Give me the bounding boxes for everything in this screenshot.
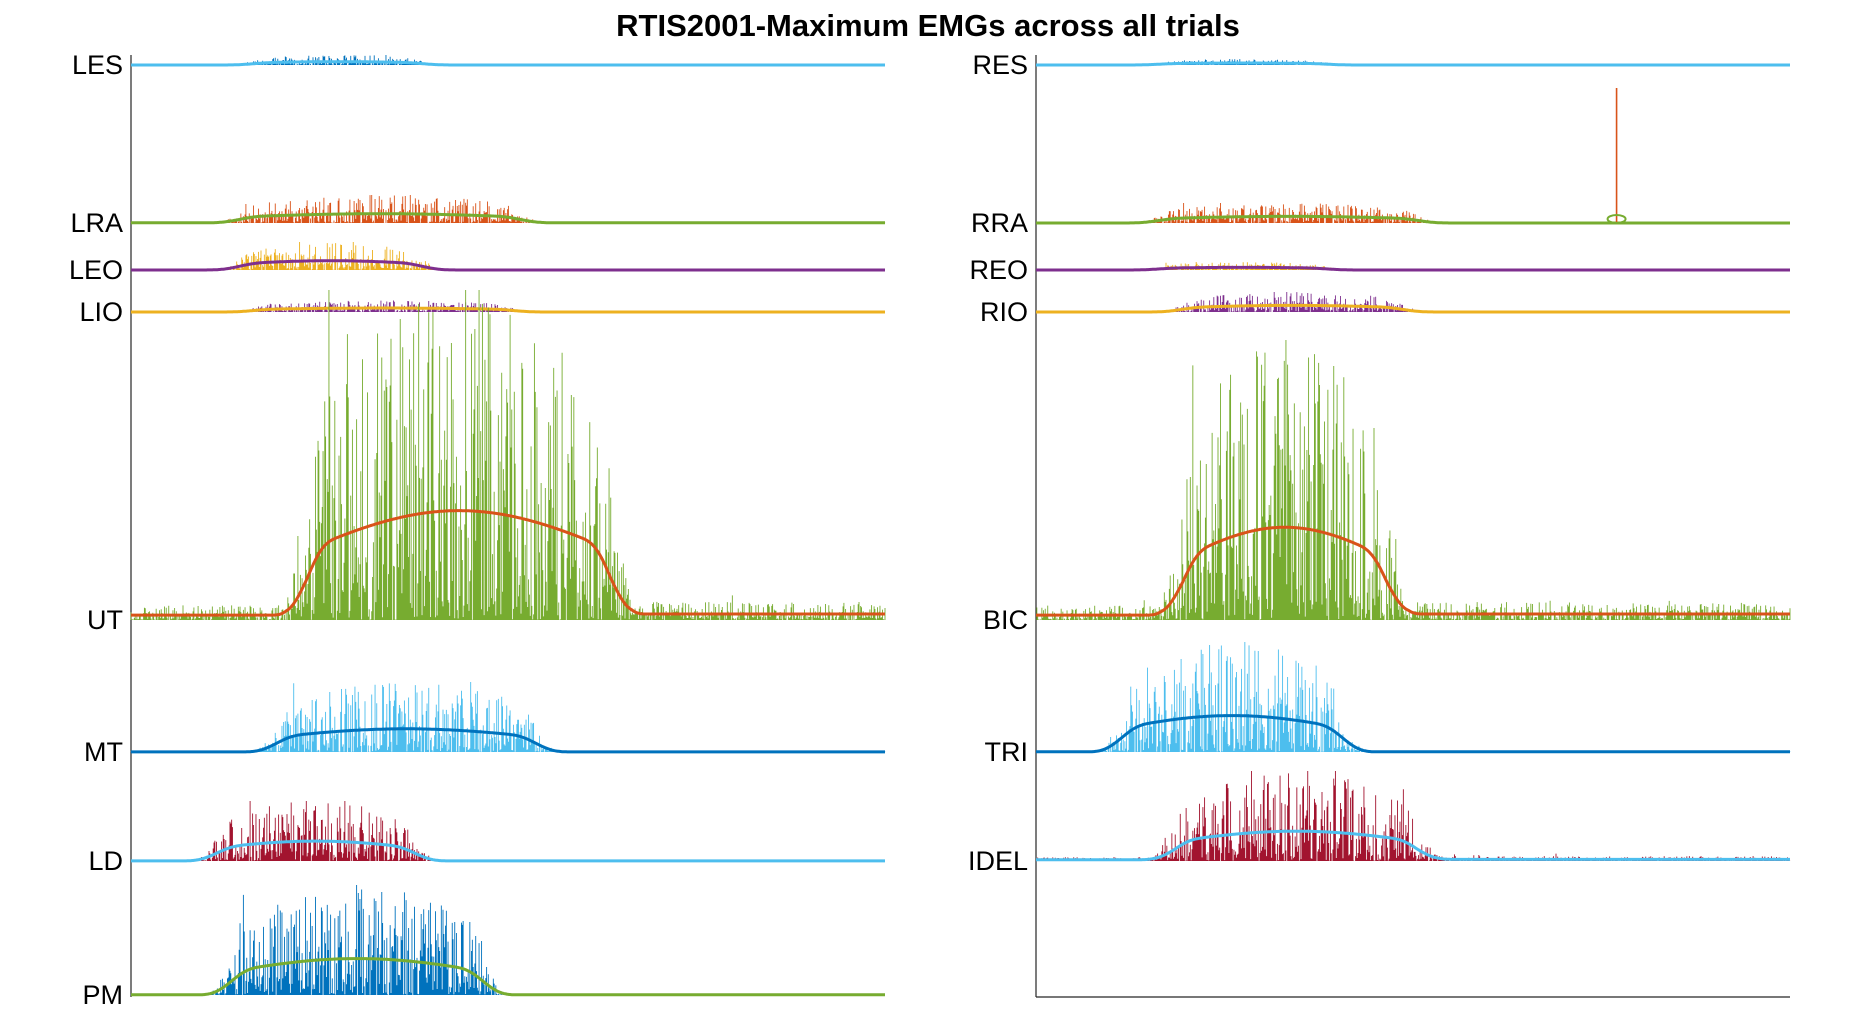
channel-label-bic: BIC (983, 605, 1028, 635)
envelope-mt (131, 727, 885, 754)
raw-emg-pm (130, 885, 886, 995)
envelope-les (131, 60, 885, 67)
raw-emg-tri (1035, 642, 1791, 752)
raw-emg-bic (1035, 340, 1791, 620)
channel-label-lio: LIO (79, 297, 123, 327)
channel-label-les: LES (72, 50, 123, 80)
channel-label-leo: LEO (69, 255, 123, 285)
envelope-ld (131, 839, 885, 863)
raw-emg-rio (1036, 292, 1791, 312)
envelope-tri (1036, 714, 1790, 754)
channel-label-idel: IDEL (968, 846, 1028, 876)
envelope-ut (131, 509, 885, 617)
envelope-reo (1036, 265, 1790, 272)
envelope-bic (1036, 525, 1790, 617)
channel-label-mt: MT (84, 737, 123, 767)
channel-label-pm: PM (83, 980, 124, 1010)
envelope-leo (131, 259, 885, 272)
envelope-rra (1036, 214, 1790, 225)
raw-emg-ld (130, 801, 886, 861)
channel-label-rra: RRA (971, 208, 1028, 238)
right-panel: RES RRA REO RIO BIC TRI IDEL (968, 50, 1791, 998)
envelope-rio (1036, 303, 1790, 314)
envelope-pm (131, 957, 885, 997)
channel-label-ut: UT (87, 605, 123, 635)
left-panel: LES LRA LEO LIO UT MT LD PM (69, 50, 886, 1010)
channel-label-tri: TRI (985, 737, 1029, 767)
channel-label-reo: REO (969, 255, 1028, 285)
raw-emg-mt (130, 682, 886, 752)
channel-label-lra: LRA (70, 208, 123, 238)
envelope-lio (131, 306, 885, 314)
channel-label-ld: LD (88, 846, 123, 876)
channel-label-rio: RIO (980, 297, 1028, 327)
chart-title: RTIS2001-Maximum EMGs across all trials (616, 8, 1240, 43)
spike-marker-rra (1606, 214, 1627, 224)
envelope-res (1036, 61, 1790, 67)
envelope-idel (1036, 829, 1790, 862)
raw-emg-ut (130, 290, 886, 620)
envelope-lra (131, 212, 885, 225)
channel-label-res: RES (972, 50, 1028, 80)
